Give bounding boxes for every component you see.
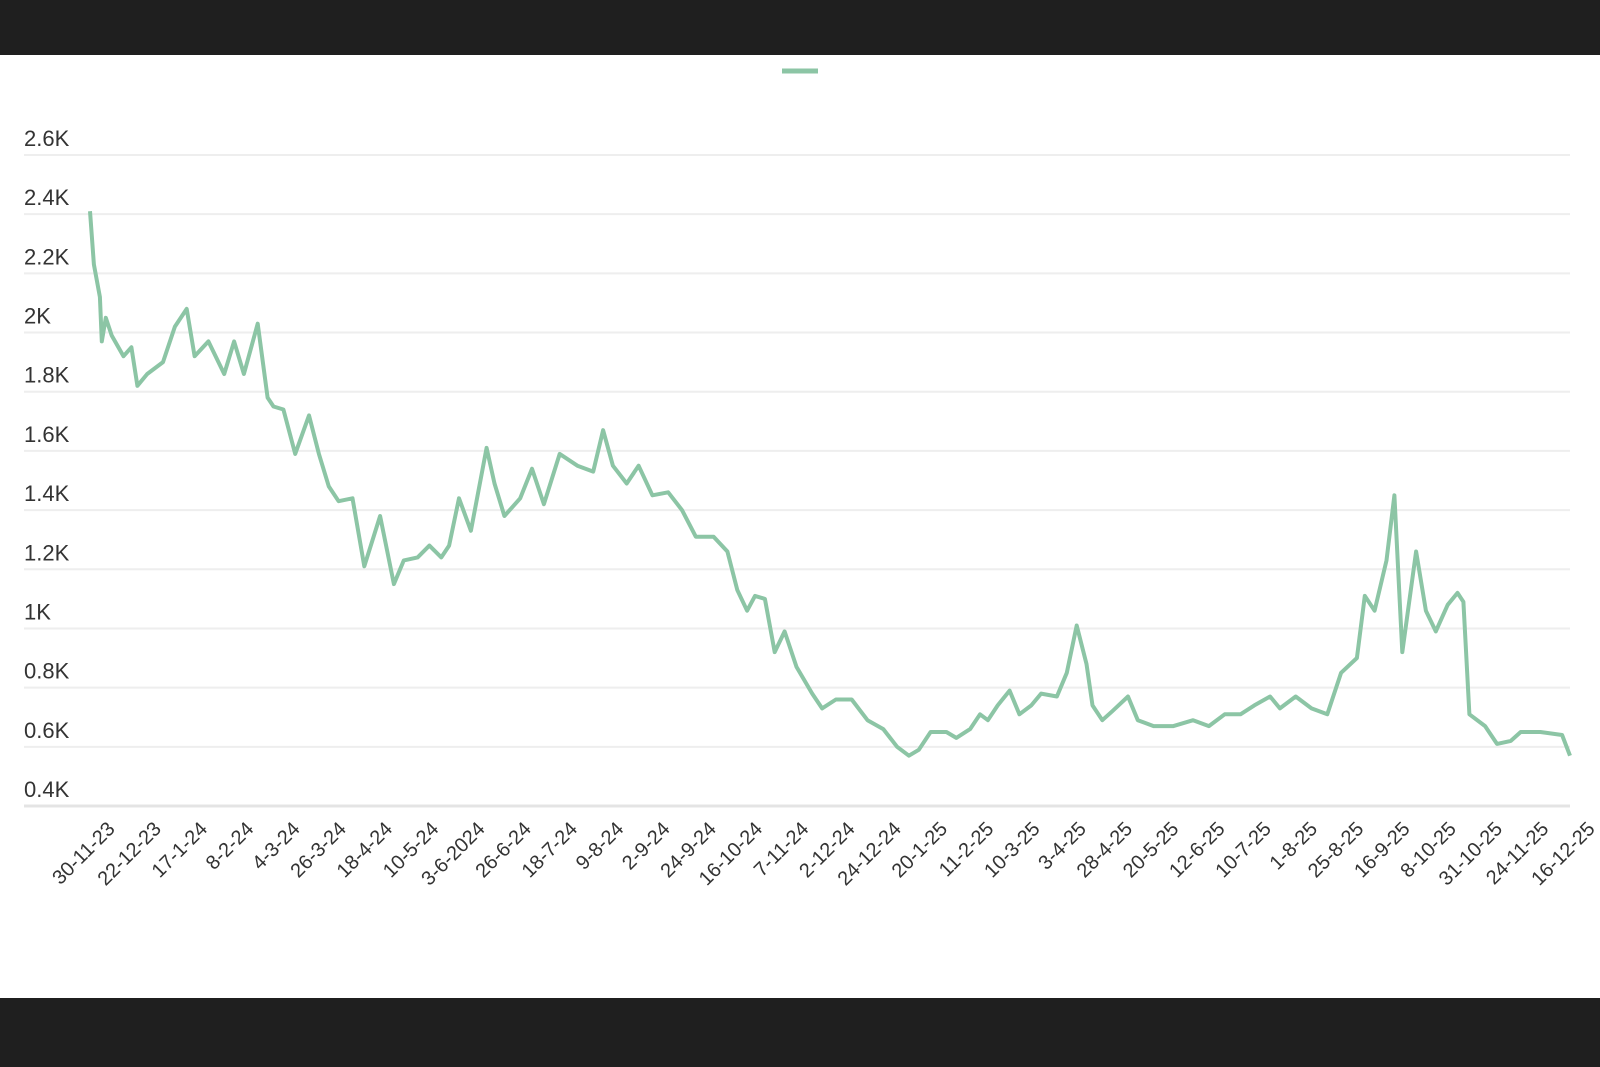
y-tick-label: 1.8K xyxy=(24,363,70,388)
y-tick-label: 0.6K xyxy=(24,718,70,743)
x-tick-label: 8-2-24 xyxy=(202,818,258,874)
bottom-black-bar xyxy=(0,998,1600,1067)
y-tick-label: 2K xyxy=(24,304,51,329)
y-tick-label: 2.6K xyxy=(24,126,70,151)
series-line xyxy=(88,211,1572,758)
x-tick-label: 9-8-24 xyxy=(572,818,628,874)
x-axis: 30-11-2322-12-2317-1-248-2-244-3-2426-3-… xyxy=(48,818,1599,890)
chart-frame xyxy=(0,55,1600,998)
y-tick-label: 0.8K xyxy=(24,659,70,684)
y-axis: 0.4K 0.6K 0.8K 1K 1.2K 1.4K 1.6K 1.8K 2K 2.2K 2.4K… xyxy=(24,126,70,802)
y-tick-label: 0.4K xyxy=(24,777,70,802)
y-tick-label: 2.2K xyxy=(24,244,70,269)
top-black-bar xyxy=(0,0,1600,55)
y-tick-label: 1.2K xyxy=(24,540,70,565)
gridlines xyxy=(24,154,1570,808)
y-tick-label: 1.6K xyxy=(24,422,70,447)
y-tick-label: 2.4K xyxy=(24,185,70,210)
y-tick-label: 1.4K xyxy=(24,481,70,506)
y-tick-label: 1K xyxy=(24,599,51,624)
